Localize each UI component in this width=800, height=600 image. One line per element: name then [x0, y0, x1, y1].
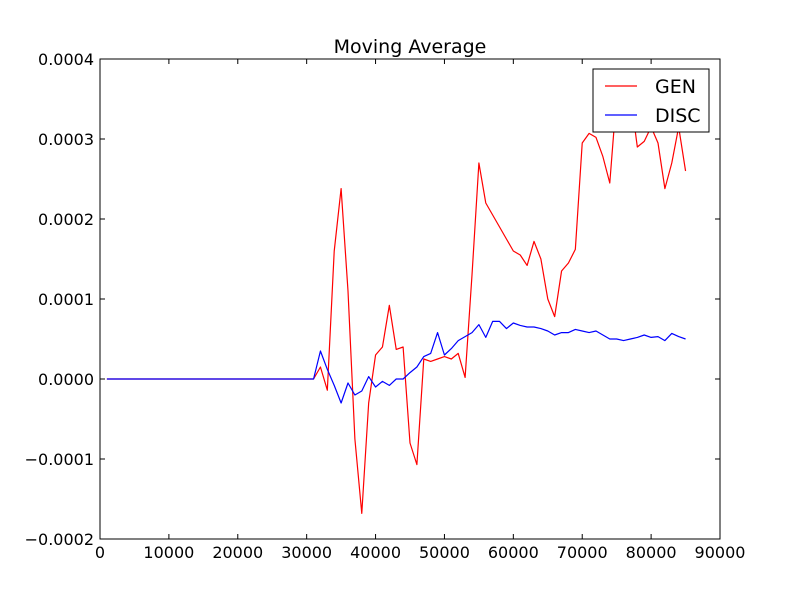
x-tick-label: 80000	[626, 543, 677, 562]
y-tick-label: −0.0001	[25, 450, 94, 469]
x-tick-label: 30000	[281, 543, 332, 562]
y-tick-label: 0.0003	[38, 130, 94, 149]
x-tick-label: 10000	[143, 543, 194, 562]
y-tick-label: 0.0002	[38, 210, 94, 229]
x-tick-label: 0	[95, 543, 105, 562]
legend: GEN DISC	[592, 68, 710, 133]
x-tick-label: 90000	[695, 543, 746, 562]
y-tick-label: 0.0000	[38, 370, 94, 389]
x-tick-label: 20000	[212, 543, 263, 562]
legend-label-gen: GEN	[655, 76, 696, 98]
plot-area	[106, 78, 687, 515]
legend-label-disc: DISC	[655, 105, 701, 127]
legend-box	[592, 68, 710, 133]
x-tick-label: 60000	[488, 543, 539, 562]
y-tick-label: 0.0004	[38, 50, 94, 69]
x-tick-label: 40000	[350, 543, 401, 562]
series-line-disc	[106, 320, 686, 404]
axis-ticks: 0 10000 20000 30000 40000 50000 60000 70000 8000…	[25, 50, 746, 562]
y-tick-label: 0.0001	[38, 290, 94, 309]
y-tick-label: −0.0002	[25, 530, 94, 549]
chart-title: Moving Average	[334, 36, 487, 58]
x-tick-label: 50000	[419, 543, 470, 562]
x-tick-label: 70000	[557, 543, 608, 562]
